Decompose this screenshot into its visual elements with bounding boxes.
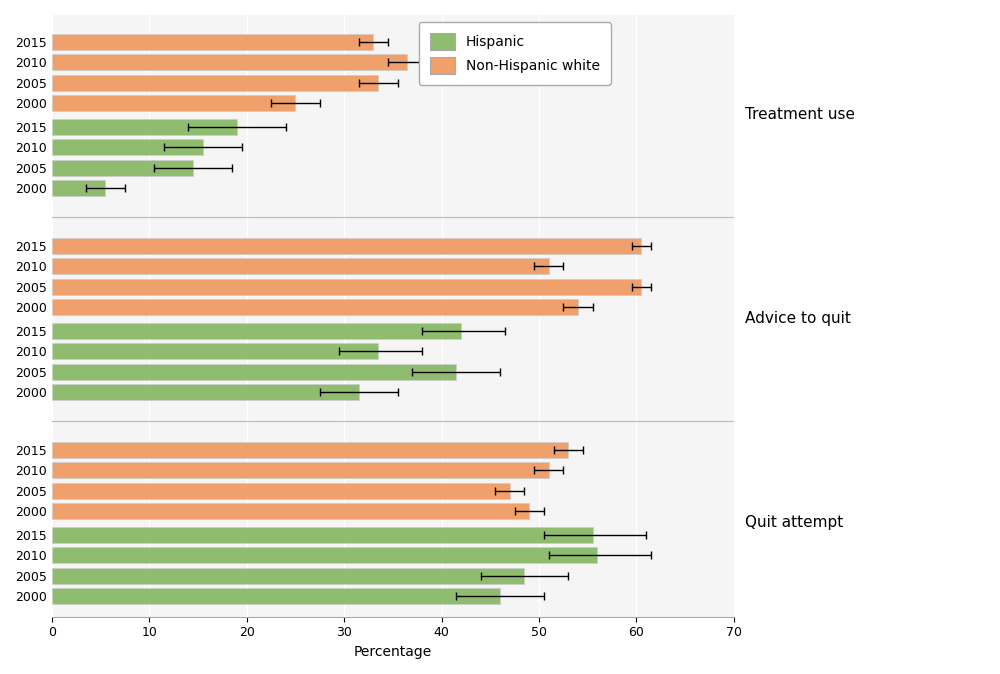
Bar bbox=[52, 278, 641, 295]
Text: Advice to quit: Advice to quit bbox=[745, 311, 851, 326]
Bar bbox=[52, 160, 193, 176]
Bar bbox=[52, 95, 295, 111]
Bar bbox=[52, 323, 461, 339]
Text: Treatment use: Treatment use bbox=[745, 107, 855, 123]
Bar bbox=[52, 238, 641, 253]
Bar bbox=[52, 483, 510, 499]
Bar bbox=[52, 588, 500, 604]
Bar bbox=[52, 343, 378, 359]
Bar bbox=[52, 258, 549, 274]
Bar bbox=[52, 75, 378, 90]
Bar bbox=[52, 299, 578, 315]
Bar bbox=[52, 180, 105, 196]
Bar bbox=[52, 119, 237, 135]
Bar bbox=[52, 568, 524, 584]
Bar bbox=[52, 462, 549, 478]
X-axis label: Percentage: Percentage bbox=[354, 645, 432, 659]
Bar bbox=[52, 547, 597, 563]
Bar bbox=[52, 526, 593, 543]
Bar bbox=[52, 34, 373, 50]
Text: Quit attempt: Quit attempt bbox=[745, 516, 843, 530]
Bar bbox=[52, 384, 359, 400]
Bar bbox=[52, 54, 407, 70]
Legend: Hispanic, Non-Hispanic white: Hispanic, Non-Hispanic white bbox=[419, 22, 611, 85]
Bar bbox=[52, 140, 203, 155]
Bar bbox=[52, 441, 568, 458]
Bar bbox=[52, 503, 529, 519]
Bar bbox=[52, 364, 456, 379]
